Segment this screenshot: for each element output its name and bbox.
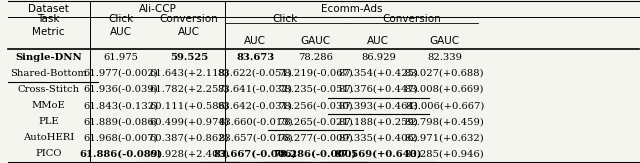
Text: 60.111(+0.586): 60.111(+0.586) bbox=[149, 101, 229, 110]
Text: 61.936(-0.039): 61.936(-0.039) bbox=[84, 85, 159, 94]
Text: 61.928(+2.403): 61.928(+2.403) bbox=[149, 149, 229, 158]
Text: Task
Metric: Task Metric bbox=[33, 14, 65, 37]
Text: Conversion
AUC: Conversion AUC bbox=[159, 14, 218, 37]
Text: 60.387(+0.862): 60.387(+0.862) bbox=[149, 133, 228, 142]
Text: 83.285(+0.946): 83.285(+0.946) bbox=[404, 149, 484, 158]
Text: 86.929: 86.929 bbox=[361, 53, 396, 62]
Text: Single-DNN: Single-DNN bbox=[15, 53, 82, 62]
Text: 87.393(+0.464): 87.393(+0.464) bbox=[339, 101, 419, 110]
Text: 59.525: 59.525 bbox=[170, 53, 208, 62]
Text: 78.265(-0.021): 78.265(-0.021) bbox=[278, 117, 353, 126]
Text: AutoHERI: AutoHERI bbox=[23, 133, 74, 142]
Text: 83.622(-0.051): 83.622(-0.051) bbox=[218, 69, 292, 78]
Text: 83.673: 83.673 bbox=[236, 53, 275, 62]
Text: 83.660(-0.013): 83.660(-0.013) bbox=[218, 117, 292, 126]
Text: 61.843(-0.132): 61.843(-0.132) bbox=[84, 101, 159, 110]
Text: 60.499(+0.974): 60.499(+0.974) bbox=[149, 117, 229, 126]
Text: 83.642(-0.031): 83.642(-0.031) bbox=[218, 101, 292, 110]
Text: 87.569(+0.640): 87.569(+0.640) bbox=[335, 149, 422, 158]
Text: 83.008(+0.669): 83.008(+0.669) bbox=[405, 85, 484, 94]
Text: Conversion: Conversion bbox=[382, 14, 441, 24]
Text: AUC: AUC bbox=[244, 37, 266, 46]
Text: 61.782(+2.257): 61.782(+2.257) bbox=[149, 85, 229, 94]
Text: 61.975: 61.975 bbox=[104, 53, 139, 62]
Text: GAUC: GAUC bbox=[429, 37, 460, 46]
Text: MMoE: MMoE bbox=[32, 101, 65, 110]
Text: Dataset: Dataset bbox=[28, 4, 69, 14]
Text: 61.643(+2.118): 61.643(+2.118) bbox=[149, 69, 229, 78]
Text: 78.286: 78.286 bbox=[298, 53, 333, 62]
Text: 82.798(+0.459): 82.798(+0.459) bbox=[404, 117, 484, 126]
Text: Ali-CCP: Ali-CCP bbox=[138, 4, 177, 14]
Text: 78.286(-0.000): 78.286(-0.000) bbox=[273, 149, 357, 158]
Text: 83.667(-0.006): 83.667(-0.006) bbox=[214, 149, 297, 158]
Text: 83.006(+0.667): 83.006(+0.667) bbox=[405, 101, 484, 110]
Text: 78.235(-0.051): 78.235(-0.051) bbox=[278, 85, 353, 94]
Text: 82.339: 82.339 bbox=[427, 53, 462, 62]
Text: GAUC: GAUC bbox=[300, 37, 330, 46]
Text: 83.027(+0.688): 83.027(+0.688) bbox=[404, 69, 484, 78]
Text: 61.889(-0.086): 61.889(-0.086) bbox=[84, 117, 159, 126]
Text: PICO: PICO bbox=[35, 149, 62, 158]
Text: 87.376(+0.447): 87.376(+0.447) bbox=[339, 85, 419, 94]
Text: Click
AUC: Click AUC bbox=[109, 14, 134, 37]
Text: Shared-Bottom: Shared-Bottom bbox=[10, 69, 87, 78]
Text: AUC: AUC bbox=[367, 37, 389, 46]
Text: 61.977(-0.002): 61.977(-0.002) bbox=[84, 69, 159, 78]
Text: 78.219(-0.067): 78.219(-0.067) bbox=[278, 69, 353, 78]
Text: 87.354(+0.425): 87.354(+0.425) bbox=[339, 69, 419, 78]
Text: PLE: PLE bbox=[38, 117, 59, 126]
Text: Ecomm-Ads: Ecomm-Ads bbox=[321, 4, 382, 14]
Text: Click: Click bbox=[273, 14, 298, 24]
Text: 82.971(+0.632): 82.971(+0.632) bbox=[404, 133, 484, 142]
Text: 87.335(+0.406): 87.335(+0.406) bbox=[339, 133, 418, 142]
Text: Cross-Stitch: Cross-Stitch bbox=[17, 85, 79, 94]
Text: 61.886(-0.089): 61.886(-0.089) bbox=[79, 149, 163, 158]
Text: 83.641(-0.032): 83.641(-0.032) bbox=[218, 85, 292, 94]
Text: 87.188(+0.259): 87.188(+0.259) bbox=[339, 117, 419, 126]
Text: 78.277(-0.009): 78.277(-0.009) bbox=[278, 133, 353, 142]
Text: 83.657(-0.016): 83.657(-0.016) bbox=[218, 133, 292, 142]
Text: 78.256(-0.030): 78.256(-0.030) bbox=[278, 101, 353, 110]
Text: 61.968(-0.007): 61.968(-0.007) bbox=[84, 133, 159, 142]
